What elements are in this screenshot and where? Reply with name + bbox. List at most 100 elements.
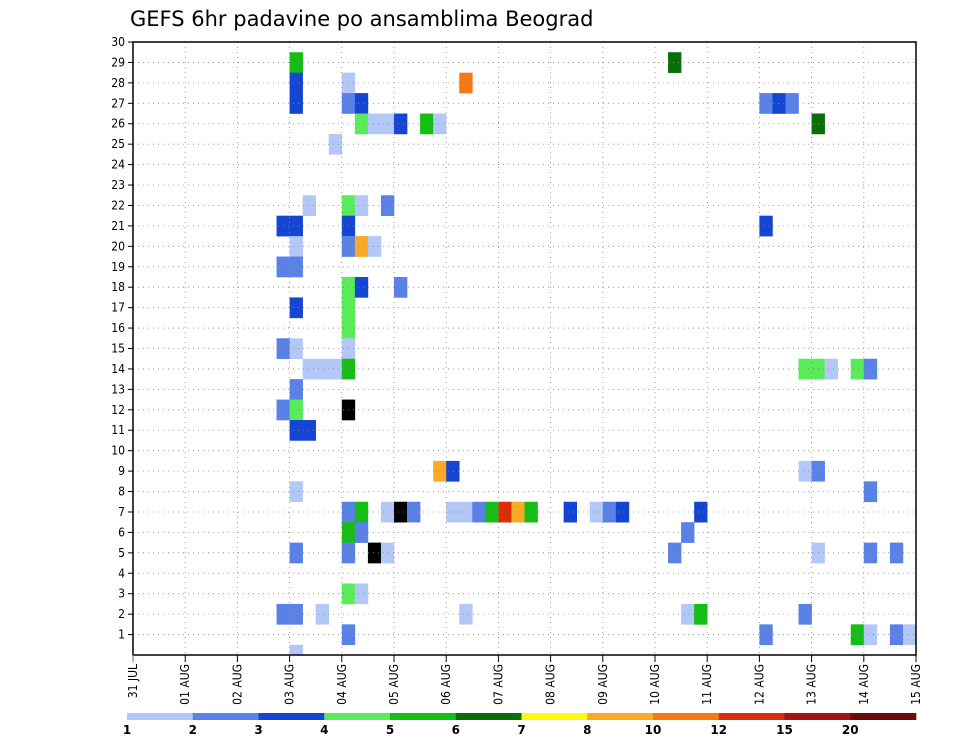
colorbar-swatch <box>192 713 259 720</box>
precip-cell <box>433 113 447 135</box>
precip-cell <box>380 195 395 216</box>
precip-cell <box>380 501 395 523</box>
x-tick-label: 15 AUG <box>909 664 923 705</box>
x-tick-label: 12 AUG <box>752 664 766 705</box>
colorbar-swatch <box>127 713 194 720</box>
precip-cell <box>694 603 708 625</box>
colorbar-legend: 1 2 3 4 5 6 7 8 10 12 15 20 <box>123 713 917 737</box>
precip-cell <box>420 113 434 135</box>
precip-cell <box>863 542 878 564</box>
colorbar-swatch <box>521 713 588 720</box>
y-tick-label: 2 <box>118 607 125 621</box>
colorbar-swatch <box>850 713 917 720</box>
precip-cell <box>459 501 473 523</box>
x-tick-label: 06 AUG <box>439 664 453 705</box>
precip-cell <box>289 644 303 655</box>
colorbar-label: 12 <box>710 723 727 737</box>
precip-cell <box>367 542 382 564</box>
precip-cell <box>380 542 395 564</box>
precip-cell <box>315 603 330 625</box>
colorbar-swatch <box>784 713 851 720</box>
precip-cell <box>889 624 904 646</box>
x-tick-label: 08 AUG <box>544 664 558 705</box>
colorbar-swatch <box>718 713 785 720</box>
precip-cell <box>289 420 303 441</box>
y-tick-label: 6 <box>118 525 125 539</box>
y-tick-label: 25 <box>111 137 125 151</box>
precip-cell <box>433 460 447 482</box>
precip-cell <box>798 460 812 482</box>
x-tick-label: 31 JUL <box>126 664 140 698</box>
precip-cell <box>394 501 408 523</box>
precip-cell <box>759 93 773 114</box>
x-tick-label: 10 AUG <box>648 664 662 705</box>
y-tick-label: 4 <box>118 566 125 580</box>
y-tick-label: 13 <box>111 382 125 396</box>
colorbar-label: 1 <box>123 723 131 737</box>
precip-cell <box>289 338 303 360</box>
colorbar-swatch <box>258 713 325 720</box>
x-tick-label: 05 AUG <box>387 664 401 705</box>
colorbar-label: 3 <box>254 723 262 737</box>
precip-cell <box>772 93 786 114</box>
precip-cell <box>759 624 773 646</box>
colorbar-swatch <box>653 713 720 720</box>
colorbar-label: 15 <box>776 723 793 737</box>
x-tick-label: 14 AUG <box>857 664 871 705</box>
precip-cell <box>563 501 577 523</box>
x-tick-label: 01 AUG <box>178 664 192 705</box>
x-tick-label: 02 AUG <box>230 664 244 705</box>
colorbar-label: 8 <box>583 723 591 737</box>
y-tick-label: 22 <box>111 198 125 212</box>
colorbar-swatch <box>324 713 391 720</box>
precip-cell <box>798 603 812 625</box>
precip-cell <box>354 236 369 257</box>
colorbar-label: 4 <box>320 723 328 737</box>
precip-cell <box>785 93 799 114</box>
precip-cell <box>354 276 369 298</box>
y-tick-label: 21 <box>111 219 125 233</box>
colorbar-swatch <box>587 713 654 720</box>
x-tick-label: 11 AUG <box>700 664 714 705</box>
x-tick-label: 04 AUG <box>335 664 349 705</box>
y-tick-label: 17 <box>111 301 125 315</box>
y-tick-label: 30 <box>111 35 125 49</box>
precip-cell <box>498 501 512 523</box>
y-axis: 1234567891011121314151617181920212223242… <box>111 35 133 642</box>
precip-cell <box>759 215 773 237</box>
precip-cell <box>694 501 708 523</box>
precip-cell <box>863 624 878 646</box>
precip-cell <box>289 297 303 319</box>
precip-cell <box>302 195 316 216</box>
precip-cell <box>354 583 369 605</box>
y-tick-label: 16 <box>111 321 125 335</box>
y-tick-label: 23 <box>111 178 125 192</box>
precip-cell <box>459 603 473 625</box>
precip-cell <box>367 113 382 135</box>
precip-cell <box>446 460 460 482</box>
precip-cell <box>615 501 630 523</box>
y-tick-label: 19 <box>111 260 125 274</box>
precip-cell <box>668 542 682 564</box>
colorbar-label: 6 <box>452 723 460 737</box>
y-tick-label: 3 <box>118 587 125 601</box>
y-tick-label: 14 <box>111 362 125 376</box>
y-tick-label: 8 <box>118 485 125 499</box>
precip-cell <box>902 624 916 646</box>
precip-cell <box>289 603 303 625</box>
x-tick-label: 07 AUG <box>491 664 505 705</box>
y-tick-label: 26 <box>111 117 125 131</box>
precip-cell <box>354 93 369 114</box>
precip-cell <box>354 522 369 543</box>
precip-cell <box>328 133 343 155</box>
x-tick-label: 13 AUG <box>805 664 819 705</box>
precip-cell <box>798 358 812 380</box>
precip-cell <box>394 113 408 135</box>
precip-cell <box>289 72 303 94</box>
precip-cell <box>668 52 682 73</box>
precip-cell <box>681 522 695 543</box>
precip-cell <box>602 501 617 523</box>
precip-cell <box>354 113 369 135</box>
y-tick-label: 27 <box>111 96 125 110</box>
precip-cell <box>681 603 695 625</box>
